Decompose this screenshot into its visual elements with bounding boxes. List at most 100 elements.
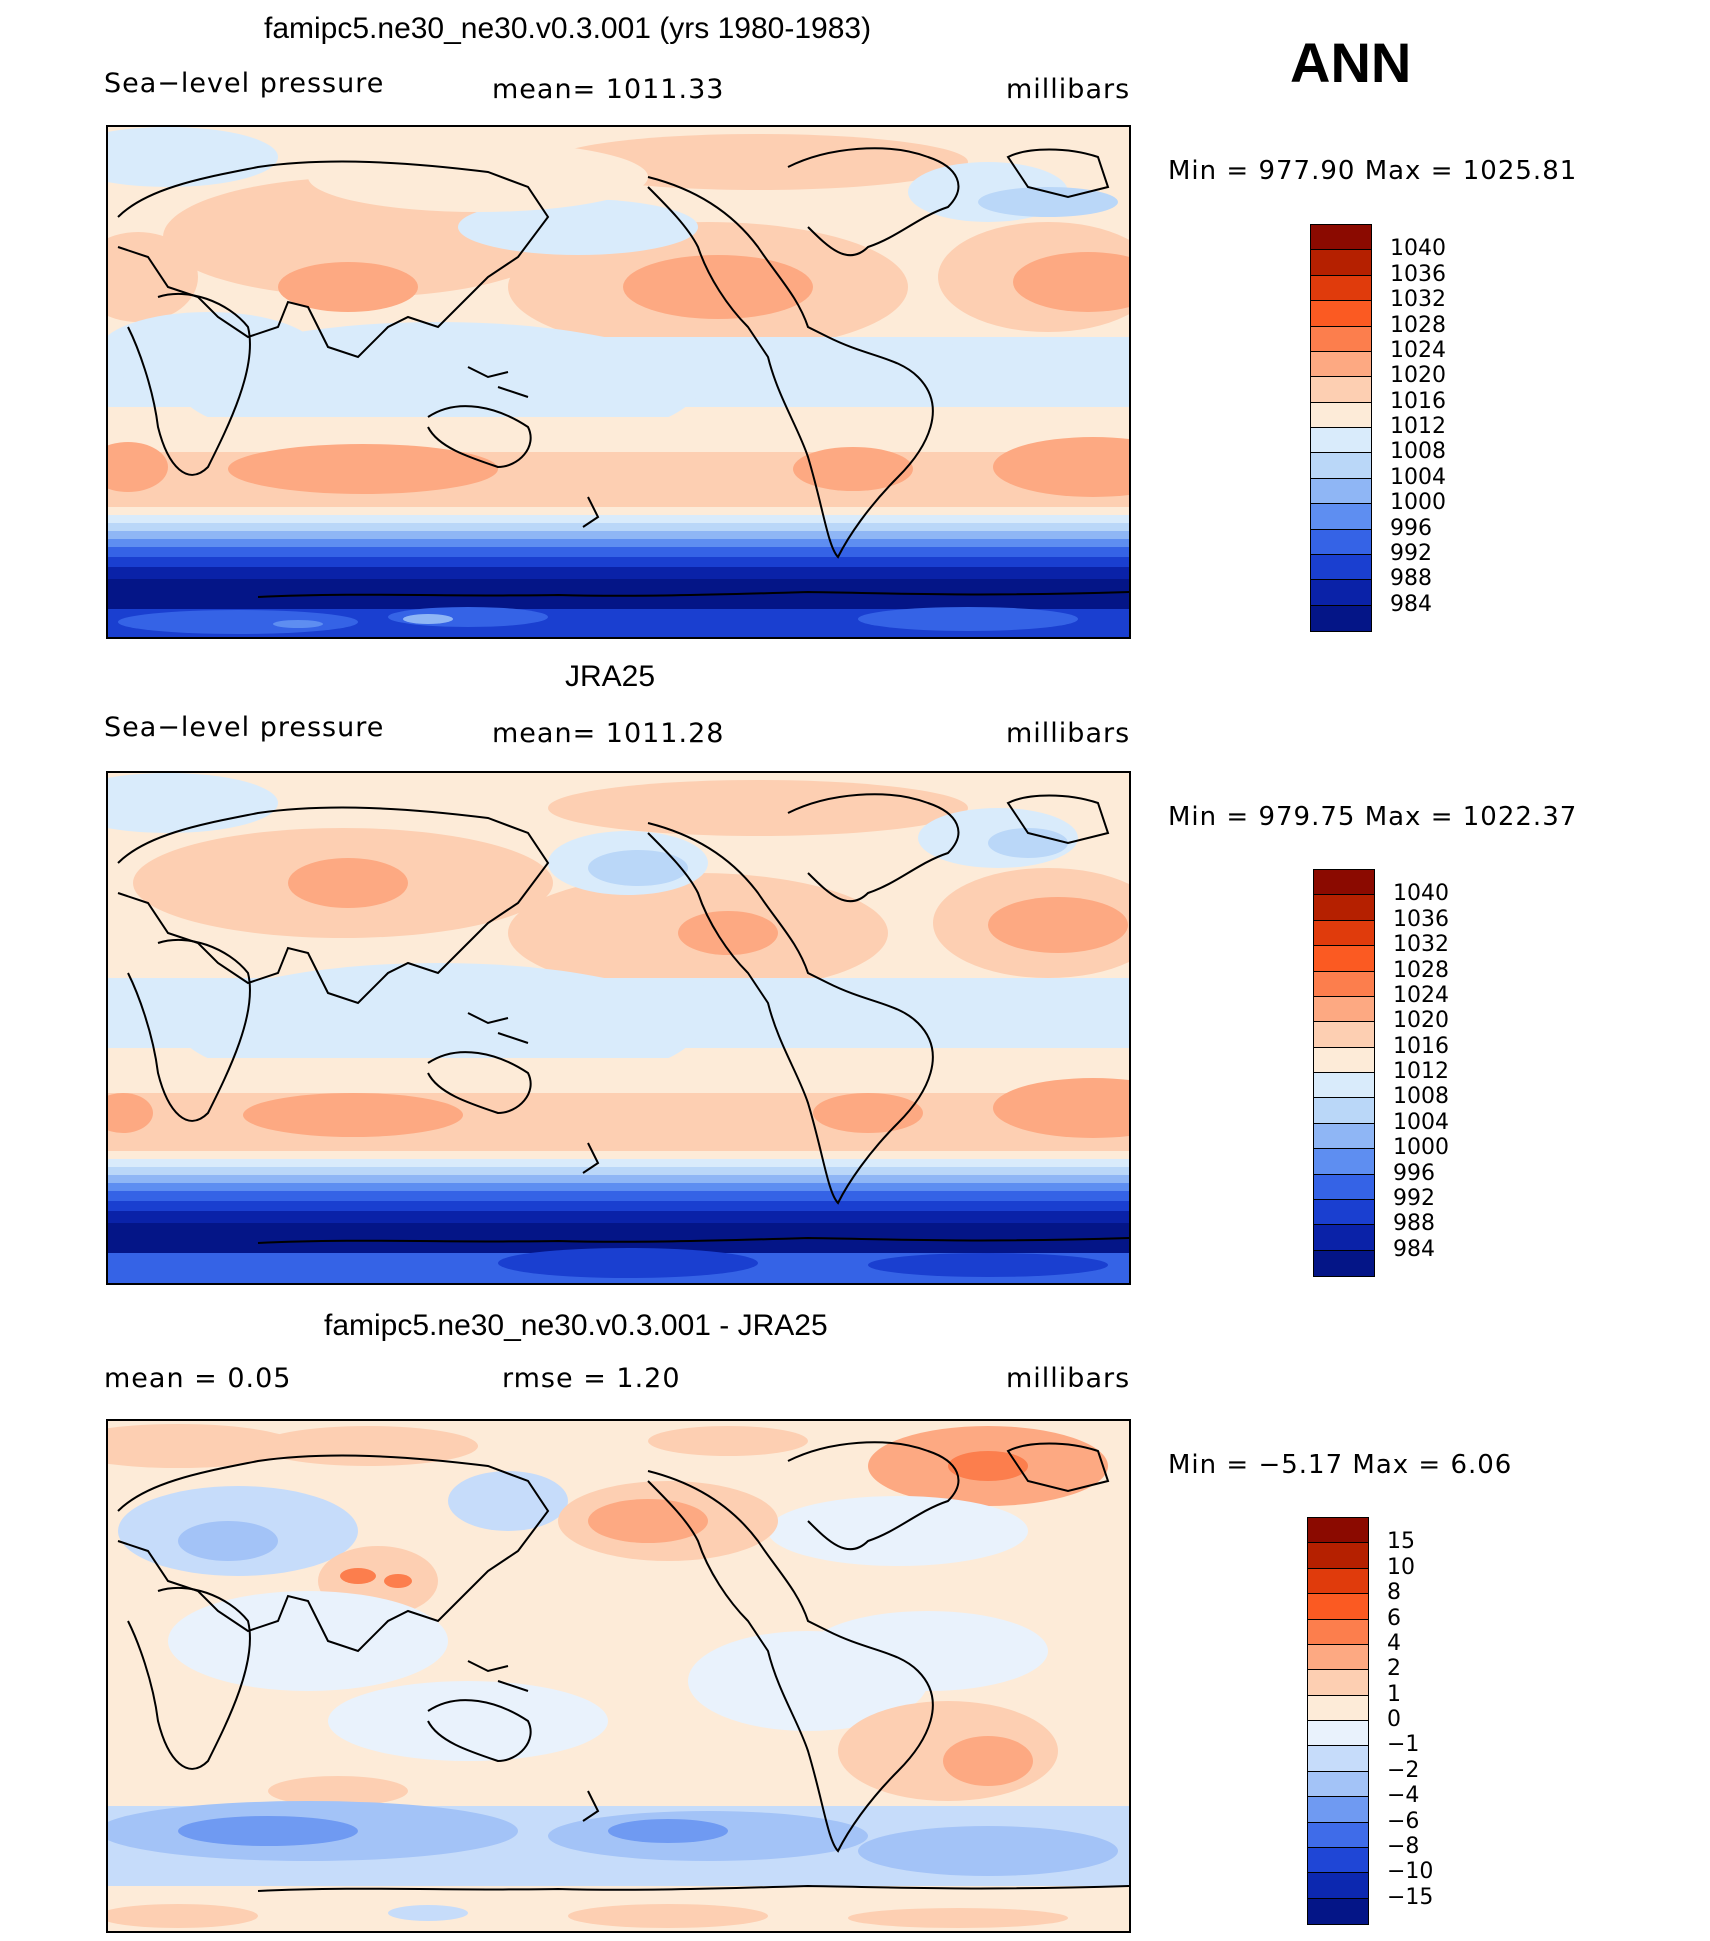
colorbar-label: 10: [1387, 1554, 1415, 1580]
panel3-minmax: Min = −5.17 Max = 6.06: [1168, 1450, 1513, 1480]
panel3-title: famipc5.ne30_ne30.v0.3.001 - JRA25: [324, 1309, 828, 1342]
colorbar-label: 1000: [1393, 1135, 1449, 1161]
colorbar-swatch: [1310, 325, 1372, 353]
colorbar-label: 992: [1393, 1185, 1435, 1211]
colorbar-label: 984: [1390, 591, 1432, 617]
colorbar-swatch: [1310, 477, 1372, 505]
panel2-minmax: Min = 979.75 Max = 1022.37: [1168, 802, 1578, 832]
colorbar-label: 988: [1393, 1211, 1435, 1237]
panel2-variable-label: Sea−level pressure: [104, 712, 385, 743]
colorbar-swatch: [1310, 604, 1372, 632]
season-label: ANN: [1290, 31, 1412, 94]
panel3-units-label: millibars: [1006, 1363, 1131, 1394]
colorbar-swatch: [1307, 1846, 1369, 1874]
colorbar-swatch: [1313, 1072, 1375, 1099]
colorbar-swatch: [1307, 1669, 1369, 1697]
panel1-minmax: Min = 977.90 Max = 1025.81: [1168, 156, 1578, 186]
colorbar-swatch: [1307, 1872, 1369, 1900]
colorbar-label: 2: [1387, 1656, 1401, 1682]
colorbar-label: 1004: [1390, 464, 1446, 490]
colorbar-label: 1016: [1390, 388, 1446, 414]
colorbar-swatch: [1307, 1618, 1369, 1646]
colorbar-label: −6: [1387, 1808, 1420, 1834]
colorbar-label: 1040: [1393, 881, 1449, 907]
panel3-mean-label: mean = 0.05: [104, 1363, 292, 1394]
colorbar-label: −10: [1387, 1859, 1434, 1885]
colorbar-label: 15: [1387, 1529, 1415, 1555]
colorbar-swatch: [1307, 1770, 1369, 1798]
colorbar-swatch: [1313, 1021, 1375, 1049]
panel1-mean-label: mean= 1011.33: [492, 74, 725, 105]
colorbar-swatch: [1313, 869, 1375, 896]
colorbar-label: 1032: [1393, 932, 1449, 958]
colorbar-swatch: [1313, 1198, 1375, 1226]
panel2-mean-label: mean= 1011.28: [492, 718, 725, 749]
colorbar-label: 1020: [1390, 363, 1446, 389]
colorbar-label: 1036: [1390, 261, 1446, 287]
colorbar-label: 8: [1387, 1580, 1401, 1606]
colorbar-swatch: [1307, 1821, 1369, 1849]
colorbar-label: 1024: [1393, 982, 1449, 1008]
colorbar-swatch: [1313, 995, 1375, 1023]
colorbar-swatch: [1307, 1517, 1369, 1544]
colorbar-label: 1040: [1390, 236, 1446, 262]
colorbar-swatch: [1313, 1249, 1375, 1277]
colorbar-label: 1012: [1390, 414, 1446, 439]
colorbar-swatch: [1313, 1148, 1375, 1175]
colorbar-label: 4: [1387, 1630, 1401, 1656]
colorbar-swatch: [1307, 1694, 1369, 1722]
colorbar-swatch: [1313, 1173, 1375, 1201]
colorbar-swatch: [1313, 970, 1375, 998]
panel1-units-label: millibars: [1006, 74, 1131, 105]
colorbar-label: 1008: [1390, 439, 1446, 465]
colorbar-label: 1: [1387, 1681, 1401, 1707]
colorbar-label: 1000: [1390, 490, 1446, 516]
colorbar-label: 988: [1390, 566, 1432, 592]
colorbar-swatch: [1313, 919, 1375, 947]
colorbar-swatch: [1310, 300, 1372, 327]
colorbar-swatch: [1307, 1796, 1369, 1823]
colorbar-swatch: [1310, 376, 1372, 404]
colorbar-label: 1012: [1393, 1059, 1449, 1084]
colorbar-label: −8: [1387, 1833, 1420, 1859]
colorbar-swatch: [1307, 1542, 1369, 1570]
colorbar-swatch: [1313, 945, 1375, 972]
colorbar-swatch: [1307, 1897, 1369, 1925]
colorbar-swatch: [1313, 1224, 1375, 1252]
colorbar-swatch: [1313, 894, 1375, 922]
colorbar-label: 1028: [1390, 312, 1446, 338]
colorbar-swatch: [1307, 1643, 1369, 1671]
colorbar-label: 996: [1390, 515, 1432, 541]
colorbar-swatch: [1307, 1720, 1369, 1747]
colorbar-swatch: [1310, 452, 1372, 480]
panel1-title: famipc5.ne30_ne30.v0.3.001 (yrs 1980-198…: [264, 12, 872, 45]
colorbar-label: 1024: [1390, 337, 1446, 363]
colorbar-swatch: [1310, 249, 1372, 277]
colorbar-swatch: [1307, 1593, 1369, 1620]
colorbar-label: 1004: [1393, 1109, 1449, 1135]
colorbar-swatch: [1310, 224, 1372, 251]
colorbar-label: −1: [1387, 1732, 1420, 1758]
colorbar-swatch: [1310, 274, 1372, 302]
panel2-title: JRA25: [565, 660, 656, 693]
panel3-colorbar: 15 10 8 6 4 2 1 0 −1 −2 −4 −6 −8 −10 −15: [1307, 1517, 1433, 1925]
colorbar-swatch: [1313, 1097, 1375, 1125]
colorbar-label: 1036: [1393, 906, 1449, 932]
colorbar-swatch: [1310, 579, 1372, 607]
colorbar-label: 996: [1393, 1160, 1435, 1186]
colorbar-label: 0: [1387, 1707, 1401, 1732]
panel3-map: [106, 1419, 1131, 1933]
colorbar-label: 1032: [1390, 287, 1446, 313]
colorbar-swatch: [1310, 401, 1372, 429]
colorbar-label: 1020: [1393, 1008, 1449, 1034]
colorbar-swatch: [1310, 427, 1372, 454]
colorbar-label: −2: [1387, 1757, 1420, 1783]
colorbar-swatch: [1307, 1567, 1369, 1595]
panel1-variable-label: Sea−level pressure: [104, 68, 385, 99]
colorbar-label: 1008: [1393, 1084, 1449, 1110]
panel2-units-label: millibars: [1006, 718, 1131, 749]
panel2-colorbar: 1040 1036 1032 1028 1024 1020 1016 1012 1008 1004…: [1313, 869, 1449, 1277]
colorbar-label: 992: [1390, 540, 1432, 566]
colorbar-label: 6: [1387, 1605, 1401, 1631]
colorbar-swatch: [1313, 1122, 1375, 1150]
